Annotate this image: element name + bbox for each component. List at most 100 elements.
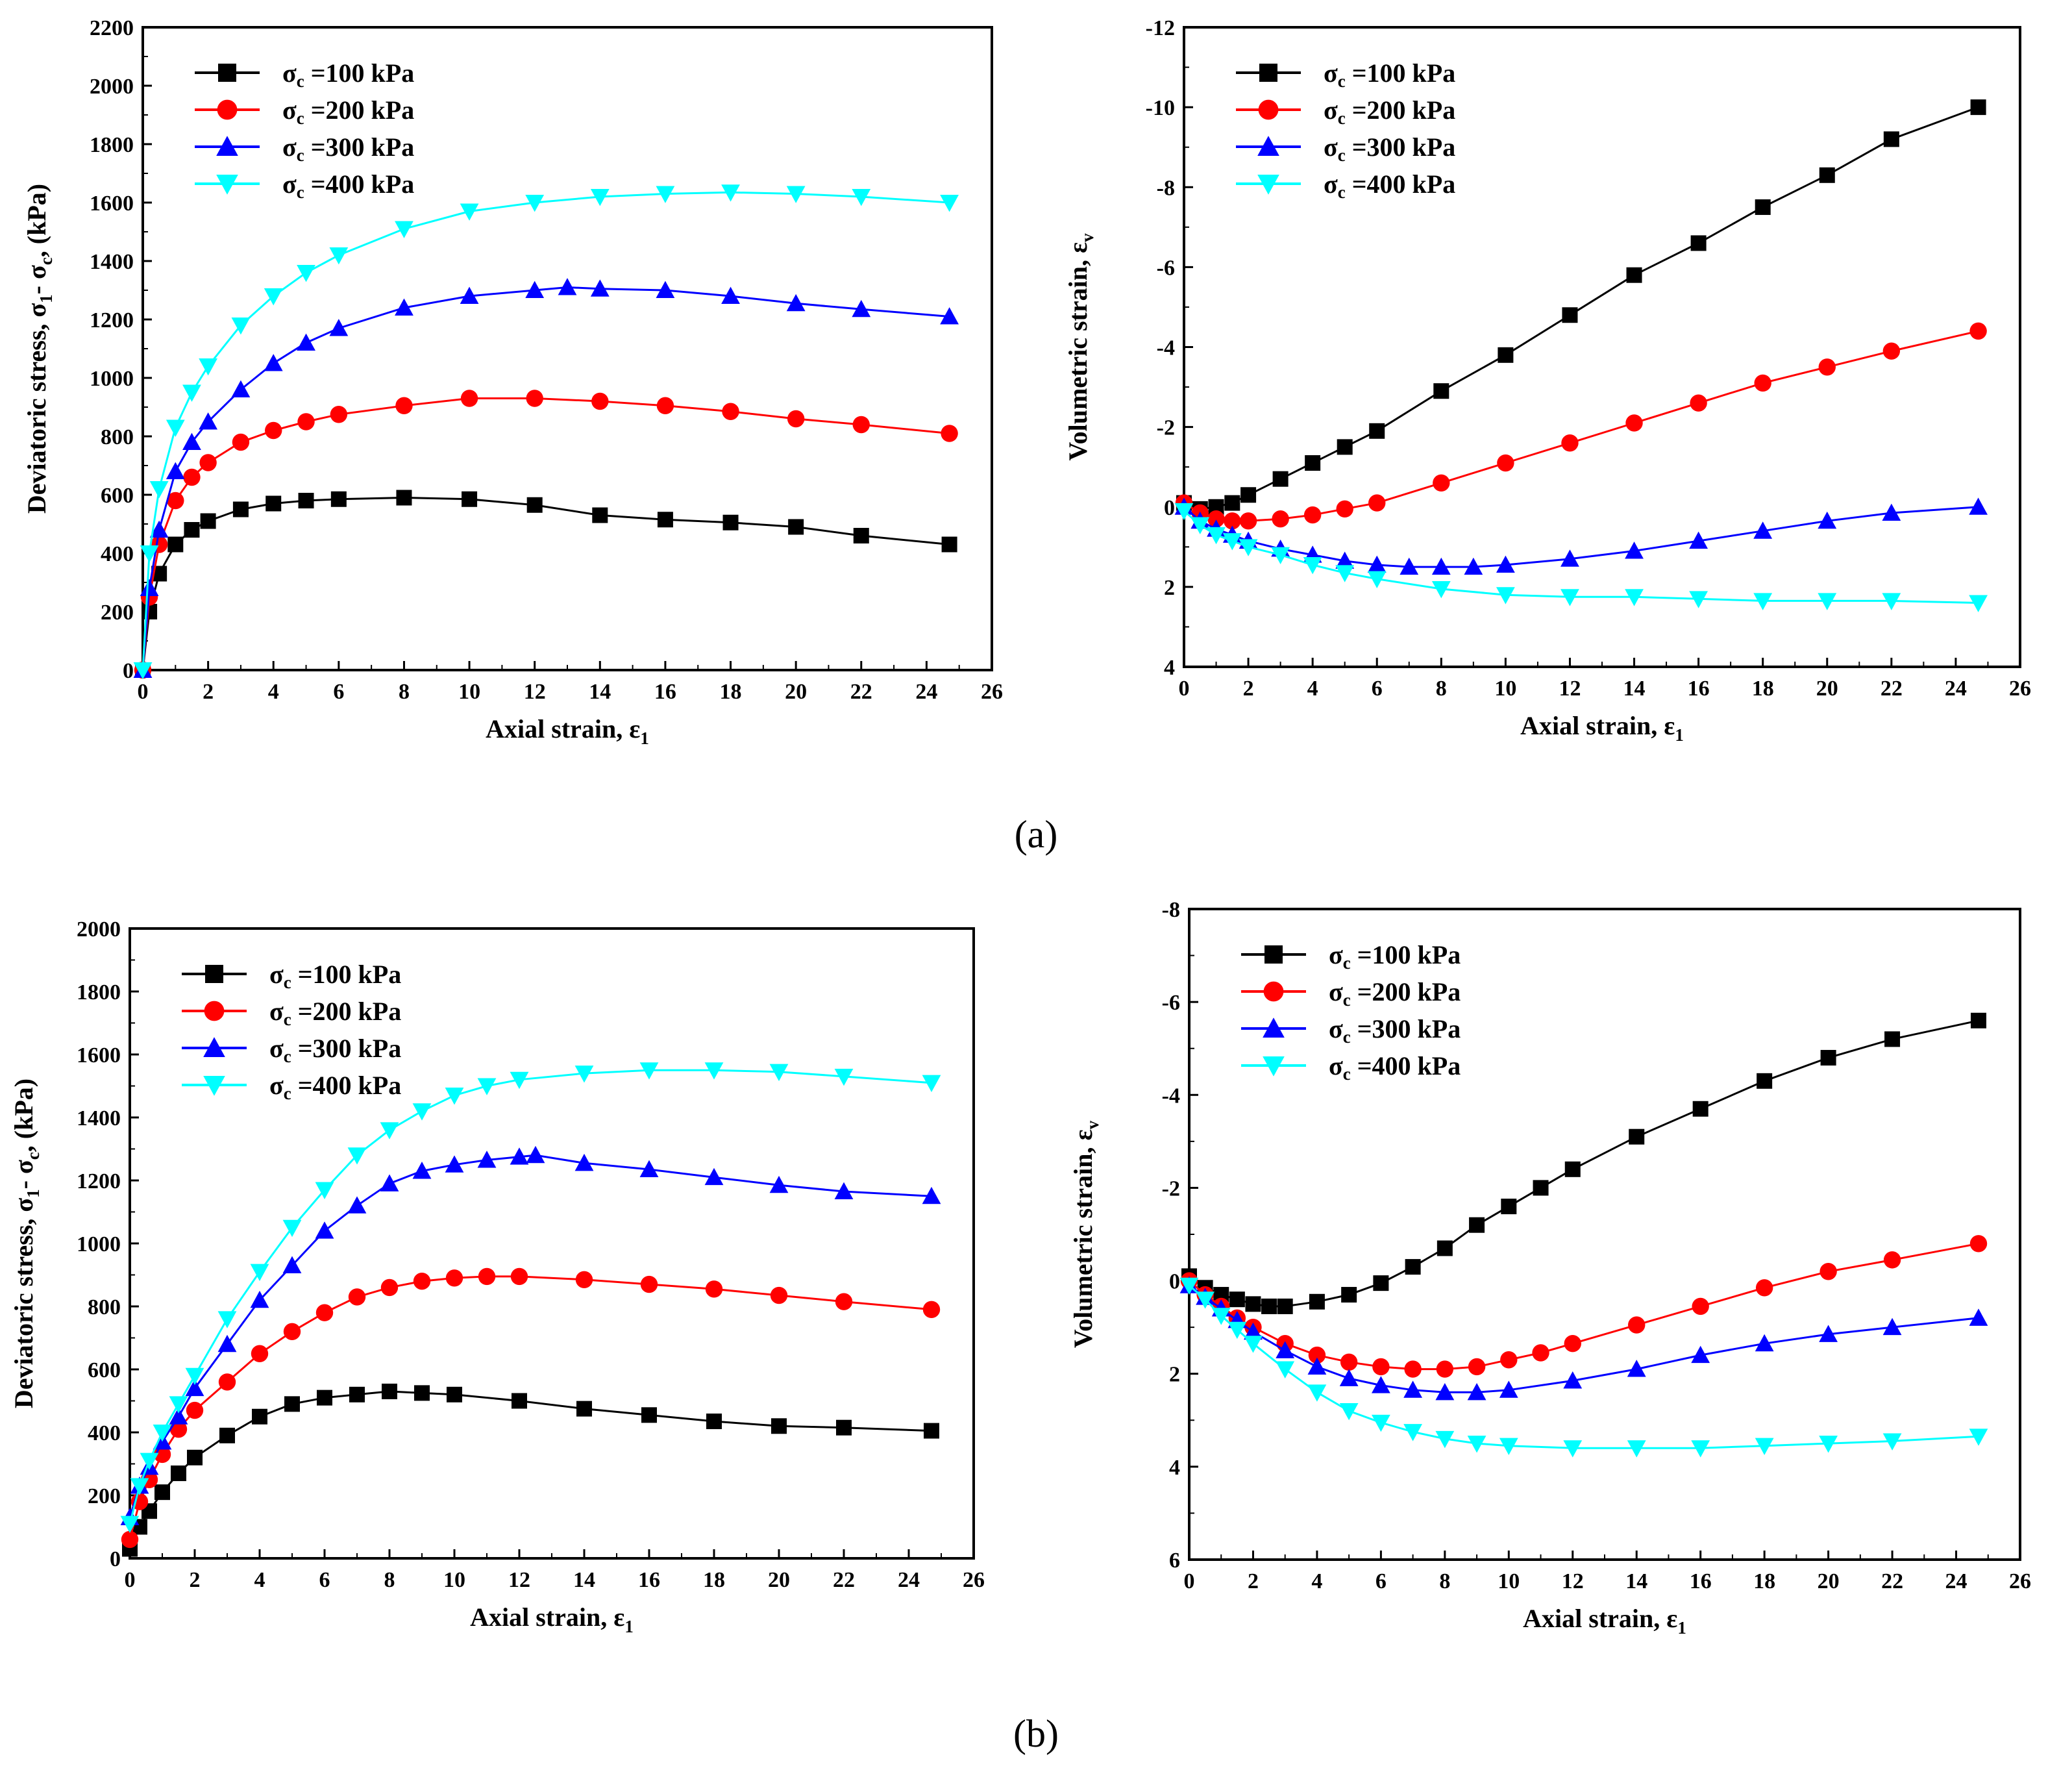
x-tick-label: 22	[1881, 1569, 1903, 1593]
data-point	[1969, 1308, 1988, 1326]
data-point	[217, 1334, 237, 1352]
legend: σc =100 kPa σc =200 kPa σc =300 kPa σc =400…	[1236, 58, 1455, 202]
y-tick-label: 0	[110, 1547, 121, 1571]
data-point	[1276, 1341, 1295, 1358]
x-tick-label: 6	[1372, 677, 1383, 701]
data-point	[1501, 1199, 1517, 1215]
data-point	[656, 397, 674, 414]
data-point	[1368, 494, 1386, 512]
x-tick-label: 18	[720, 680, 742, 704]
legend-label: σc =200 kPa	[1324, 95, 1455, 128]
y-axis-title: Deviatoric stress, σ1- σc, (kPa)	[22, 184, 56, 514]
x-tick-label: 12	[1562, 1569, 1584, 1593]
data-point	[185, 1367, 204, 1386]
y-tick-label: -12	[1146, 16, 1175, 40]
data-point	[1690, 394, 1707, 412]
data-point	[1339, 1369, 1359, 1386]
data-point	[1882, 1317, 1902, 1336]
data-point	[1882, 503, 1901, 521]
data-point	[265, 421, 282, 440]
x-tick-label: 4	[1311, 1569, 1322, 1593]
data-point	[1882, 342, 1901, 360]
x-axis-title: Axial strain, ε1	[470, 1602, 634, 1636]
data-point	[1369, 423, 1385, 439]
data-point	[183, 468, 201, 486]
data-point	[1371, 1376, 1390, 1393]
data-point	[133, 662, 153, 680]
data-point	[1467, 1436, 1486, 1453]
data-point	[1372, 1358, 1390, 1376]
data-point	[1190, 517, 1210, 534]
data-point	[265, 495, 282, 512]
data-point	[639, 1160, 659, 1178]
data-point	[140, 579, 159, 596]
data-point	[130, 1478, 149, 1495]
data-point	[1174, 503, 1194, 521]
data-point	[414, 1385, 430, 1401]
data-point	[217, 1311, 237, 1328]
data-point	[330, 406, 348, 423]
data-point	[722, 403, 739, 420]
data-point	[140, 1452, 159, 1471]
data-point	[575, 1271, 593, 1288]
data-point	[1222, 533, 1242, 551]
y-tick-label: 4	[1169, 1456, 1180, 1480]
x-tick-label: 26	[981, 680, 1003, 704]
data-point	[218, 1373, 236, 1391]
data-point	[1629, 1128, 1645, 1145]
legend-label: σc =100 kPa	[282, 58, 414, 91]
data-point	[169, 1407, 188, 1425]
x-tick-label: 20	[1816, 677, 1838, 701]
x-axis-title: Axial strain, ε1	[486, 714, 649, 748]
y-tick-label: 200	[101, 601, 134, 625]
x-tick-label: 16	[1690, 1569, 1712, 1593]
data-point	[1969, 322, 1987, 340]
legend-label: σc =400 kPa	[269, 1071, 401, 1103]
y-tick-label: -8	[1157, 176, 1175, 200]
y-tick-label: 1200	[77, 1169, 121, 1193]
legend-marker	[203, 1076, 225, 1096]
data-point	[510, 1147, 529, 1165]
data-point	[1244, 1336, 1263, 1353]
data-point	[250, 1290, 269, 1308]
data-point	[120, 1515, 140, 1534]
y-tick-label: 800	[88, 1295, 121, 1319]
data-point	[1404, 1360, 1422, 1378]
data-point	[1755, 199, 1771, 216]
legend-marker	[217, 99, 238, 120]
data-point	[1819, 167, 1835, 183]
y-axis-title: Volumetric strain, εv	[1063, 233, 1097, 461]
data-point	[1431, 557, 1451, 575]
data-point	[1496, 587, 1515, 605]
x-tick-label: 0	[138, 680, 149, 704]
data-point	[1464, 557, 1483, 575]
data-point	[1224, 512, 1241, 530]
data-point	[788, 519, 804, 535]
data-point	[1400, 557, 1419, 575]
data-point	[231, 318, 251, 335]
data-point	[721, 184, 740, 202]
data-point	[413, 1273, 431, 1290]
data-point	[1305, 455, 1321, 471]
y-tick-label: 400	[88, 1421, 121, 1445]
data-point	[349, 1386, 365, 1402]
data-point	[1337, 439, 1353, 455]
x-tick-label: 14	[589, 680, 611, 704]
data-point	[412, 1103, 432, 1121]
data-point	[315, 1221, 334, 1239]
data-point	[169, 1396, 188, 1414]
data-point	[1819, 1263, 1837, 1280]
data-point	[1818, 358, 1836, 376]
data-point	[380, 1122, 399, 1140]
legend: σc =100 kPa σc =200 kPa σc =300 kPa σc =400…	[195, 58, 414, 202]
data-point	[153, 1425, 172, 1442]
data-point	[1625, 542, 1644, 559]
data-point	[1819, 1325, 1838, 1342]
legend-label: σc =200 kPa	[269, 997, 401, 1029]
y-tick-label: 0	[1169, 1270, 1180, 1294]
data-point	[1533, 1180, 1549, 1196]
x-tick-label: 18	[703, 1568, 725, 1592]
data-point	[1229, 1291, 1245, 1308]
y-tick-label: -8	[1162, 898, 1180, 922]
data-point	[1469, 1217, 1485, 1233]
